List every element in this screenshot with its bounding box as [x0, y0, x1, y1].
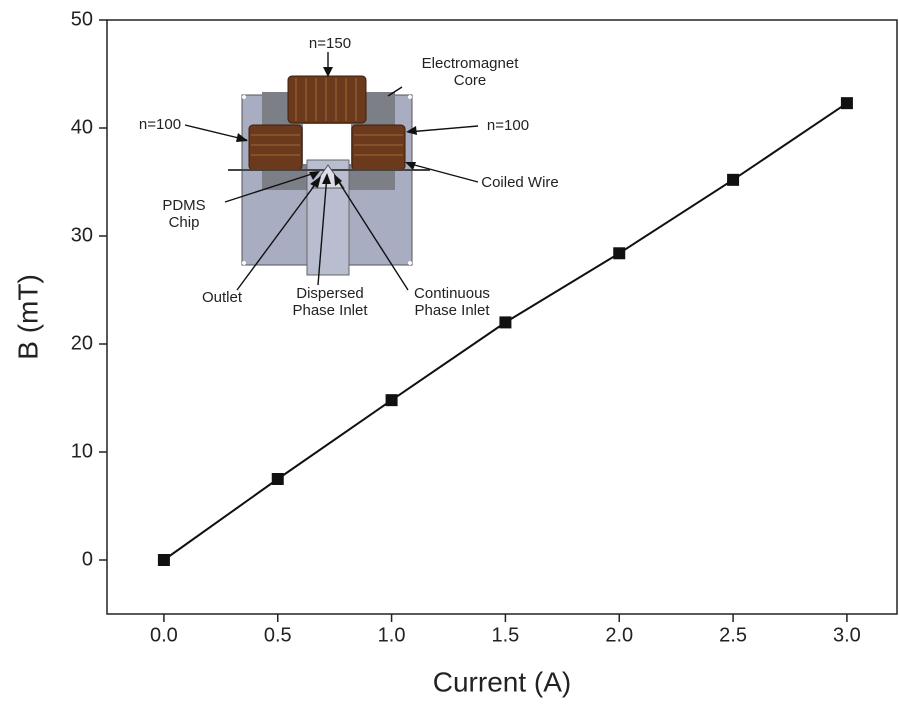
data-point — [157, 554, 170, 566]
annotation: Chip — [169, 214, 200, 231]
y-tick-label: 50 — [71, 8, 93, 30]
data-point — [840, 97, 853, 110]
annotation: PDMS — [162, 197, 205, 214]
y-tick-label: 20 — [71, 332, 93, 354]
x-axis-title: Current (A) — [433, 666, 571, 697]
annotation: Coiled Wire — [481, 174, 559, 191]
annotation: n=100 — [139, 116, 181, 133]
screw — [242, 261, 246, 265]
coil-right — [351, 124, 406, 171]
annotation: Core — [454, 72, 487, 89]
data-point — [613, 247, 626, 260]
annotation: Outlet — [202, 289, 243, 306]
x-tick-label: 0.0 — [150, 624, 178, 646]
coil-top — [287, 75, 367, 124]
annotation: Continuous — [414, 285, 490, 302]
annotation: n=150 — [309, 35, 351, 52]
arrow-heads — [236, 67, 417, 188]
annotation: n=100 — [487, 117, 529, 134]
annotation: Phase Inlet — [414, 302, 490, 319]
x-tick-label: 2.5 — [719, 624, 747, 646]
annotation: Electromagnet — [422, 55, 520, 72]
y-tick-label: 30 — [71, 224, 93, 246]
annotation: Dispersed — [296, 285, 364, 302]
data-point — [385, 394, 398, 407]
core-gap — [303, 124, 351, 164]
x-tick-label: 1.5 — [492, 624, 520, 646]
annotation: Phase Inlet — [292, 302, 368, 319]
x-tick-label: 0.5 — [264, 624, 292, 646]
data-point — [499, 316, 512, 329]
plot-frame — [106, 19, 898, 615]
x-tick-label: 3.0 — [833, 624, 861, 646]
y-tick-label: 0 — [82, 548, 93, 570]
screw — [408, 261, 412, 265]
x-tick-label: 1.0 — [378, 624, 406, 646]
y-tick-label: 10 — [71, 440, 93, 462]
leader-lines — [184, 52, 479, 291]
screw — [242, 95, 246, 99]
data-point — [271, 473, 284, 485]
coil-windings — [251, 78, 403, 156]
screw — [408, 95, 412, 99]
y-tick-label: 40 — [71, 116, 93, 138]
x-tick-label: 2.0 — [605, 624, 633, 646]
y-axis-title: B (mT) — [12, 274, 43, 360]
data-point — [727, 173, 740, 186]
coil-left — [248, 124, 303, 171]
